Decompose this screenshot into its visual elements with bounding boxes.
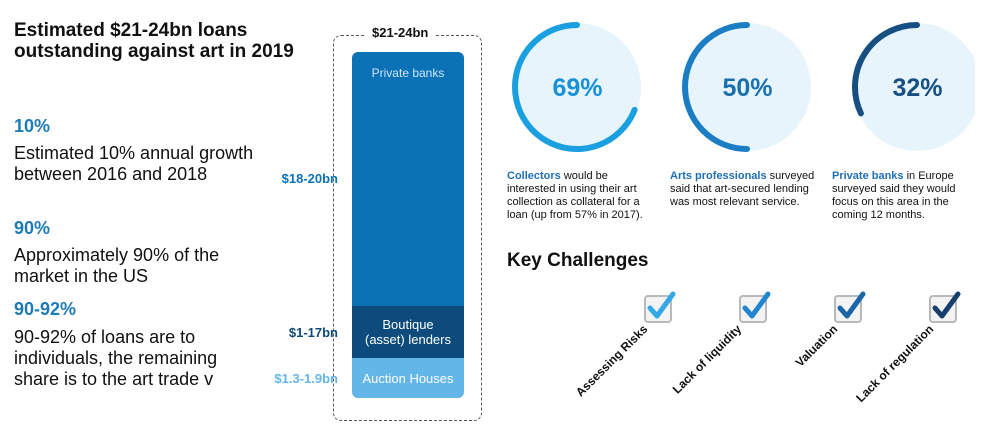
range-auction-houses: $1.3-1.9bn [274, 371, 338, 386]
circle-private-banks-caption: Private banks in Europe surveyed said th… [832, 170, 982, 222]
challenges-checkboxes [644, 291, 961, 323]
caption-collectors-text: would be interested in using their art c… [507, 170, 643, 221]
circle-private-banks-pct: 32% [892, 74, 943, 102]
checkmark-valuation-icon [837, 291, 866, 319]
circle-arts-professionals-caption: Arts professionals surveyed said that ar… [670, 170, 820, 209]
circle-collectors-bg [513, 23, 641, 151]
caption-private-banks-text: in Europe surveyed said they would focus… [832, 170, 956, 221]
stat-desc-individuals: 90-92% of loans are to individuals, the … [14, 327, 218, 389]
segment-boutique-lenders-label: Boutique (asset) lenders [365, 317, 451, 347]
challenge-assessing-risks: Assessing Risks [572, 322, 650, 400]
segment-auction-houses-label: Auction Houses [362, 370, 454, 386]
caption-collectors-bold: Collectors [507, 170, 561, 182]
range-private-banks: $18-20bn [281, 171, 338, 186]
range-boutique-lenders: $1-17bn [288, 325, 338, 340]
circle-private-banks-arc [852, 22, 920, 117]
checkmark-assessing-risks-icon [647, 291, 676, 319]
circle-collectors-arc [512, 22, 638, 152]
stat-value-growth: 10% [14, 116, 51, 136]
checkmark-lack-of-liquidity-icon [742, 291, 771, 319]
caption-private-banks-bold: Private banks [832, 170, 904, 182]
segment-private-banks: Private banks [352, 52, 464, 306]
stat-desc-us: Approximately 90% of the market in the U… [14, 245, 220, 286]
circle-collectors-caption: Collectors would be interested in using … [507, 170, 657, 222]
stat-desc-growth: Estimated 10% annual growth between 2016… [14, 143, 254, 184]
circle-arts-professionals-pct: 50% [722, 74, 773, 102]
challenges-heading: Key Challenges [507, 250, 649, 271]
segment-boutique-lenders: Boutique (asset) lenders [352, 306, 464, 358]
bar-total-label: $21-24bn [366, 25, 435, 40]
circle-collectors-pct: 69% [552, 74, 603, 102]
progress-circles [512, 22, 975, 152]
circle-arts-professionals-arc [682, 22, 750, 152]
challenge-lack-of-liquidity: Lack of liquidity [669, 322, 744, 397]
caption-arts-professionals-text: surveyed said that art-secured lending w… [670, 170, 815, 208]
checkmark-lack-of-regulation-icon [932, 291, 961, 319]
stat-value-individuals: 90-92% [14, 299, 77, 319]
caption-arts-professionals-bold: Arts professionals [670, 170, 767, 182]
segment-private-banks-label: Private banks [371, 66, 445, 80]
stat-value-us: 90% [14, 218, 51, 238]
circle-private-banks-bg [853, 23, 975, 151]
segment-auction-houses: Auction Houses [352, 358, 464, 398]
circle-arts-professionals-bg [683, 23, 811, 151]
page-title: Estimated $21-24bn loans outstanding aga… [14, 20, 294, 62]
challenge-lack-of-regulation: Lack of regulation [852, 322, 936, 405]
